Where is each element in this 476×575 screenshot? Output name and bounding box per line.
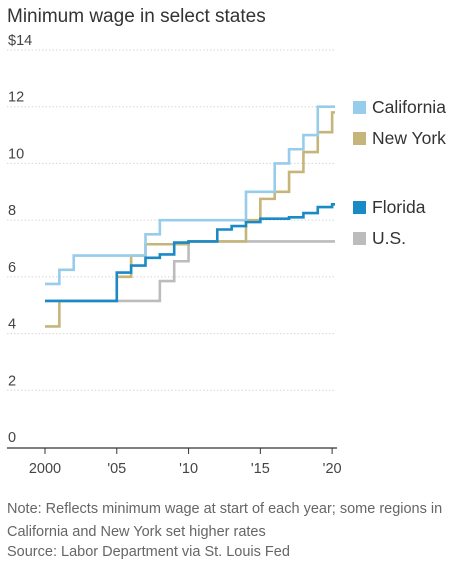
legend-swatch [353, 132, 366, 145]
y-tick-label: 4 [8, 317, 16, 333]
x-tick-label: '05 [107, 461, 126, 477]
legend-label: Florida [372, 197, 426, 217]
y-tick-label: 8 [8, 203, 16, 219]
minimum-wage-chart: 0 2 4 6 8 10 12 $14 2000 '05 '10 '15 '20 California Ne… [7, 33, 446, 477]
x-tick-label: '20 [323, 461, 342, 477]
x-tick-label: 2000 [29, 461, 61, 477]
legend-label: New York [372, 128, 446, 148]
series-line-florida [45, 202, 335, 303]
y-tick-label: $14 [8, 33, 32, 49]
y-tick-label: 2 [8, 373, 16, 389]
y-tick-label: 0 [8, 430, 16, 446]
x-tick-label: '15 [251, 461, 270, 477]
y-tick-label: 12 [8, 90, 24, 106]
legend-swatch [353, 201, 366, 214]
legend-label: California [372, 97, 446, 117]
y-tick-label: 6 [8, 260, 16, 276]
x-tick-label: '10 [179, 461, 198, 477]
y-tick-label: 10 [8, 146, 24, 162]
chart-title: Minimum wage in select states [7, 6, 266, 27]
legend-swatch [353, 101, 366, 114]
legend-swatch [353, 232, 366, 245]
chart-source: Source: Labor Department via St. Louis F… [7, 544, 290, 560]
legend-label: U.S. [372, 228, 406, 248]
series-line-u-s- [45, 240, 335, 303]
chart-note: Note: Reflects minimum wage at start of … [7, 501, 443, 540]
series-line-california [45, 105, 335, 286]
